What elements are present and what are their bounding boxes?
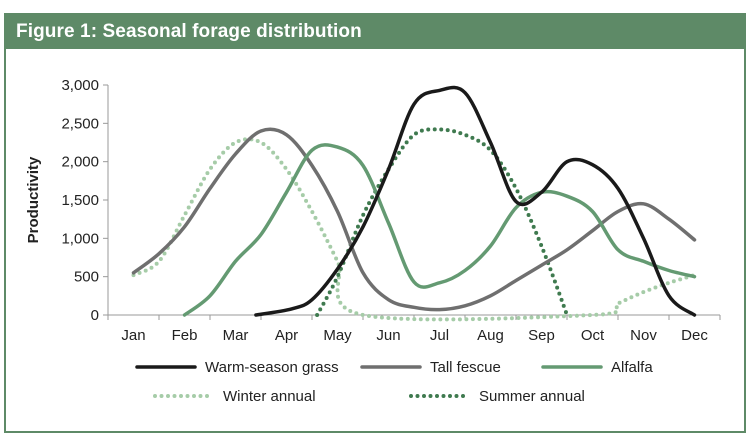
chart-axes: 0 500 1,000 1,500 2,000 2,500 3,000 Jan Feb Mar Ap… bbox=[25, 77, 721, 344]
legend-label-winter-annual: Winter annual bbox=[223, 388, 316, 405]
legend-label-alfalfa: Alfalfa bbox=[611, 359, 653, 376]
series-line-summer-annual bbox=[315, 127, 569, 317]
y-tick-label: 500 bbox=[74, 269, 99, 286]
x-tick-label: Jun bbox=[376, 327, 400, 344]
x-tick-label: Dec bbox=[681, 327, 708, 344]
chart-legend: Warm-season grass Tall fescue Alfalfa Winte… bbox=[135, 359, 653, 405]
figure-title-bar: Figure 1: Seasonal forage distribution bbox=[6, 15, 744, 49]
x-tick-label: Feb bbox=[172, 327, 198, 344]
legend-label-tall-fescue: Tall fescue bbox=[430, 359, 501, 376]
legend-label-warm-season-grass: Warm-season grass bbox=[205, 359, 339, 376]
x-tick-label: Aug bbox=[477, 327, 504, 344]
figure-title: Figure 1: Seasonal forage distribution bbox=[16, 21, 362, 42]
series-line-tall-fescue bbox=[131, 127, 697, 312]
y-tick-label: 2,500 bbox=[61, 115, 99, 132]
y-tick-label: 1,500 bbox=[61, 192, 99, 209]
y-tick-label: 1,000 bbox=[61, 230, 99, 247]
x-tick-label: Apr bbox=[275, 327, 298, 344]
chart-series-layer bbox=[131, 85, 697, 322]
y-tick-label: 3,000 bbox=[61, 77, 99, 94]
x-tick-label: Sep bbox=[528, 327, 555, 344]
x-tick-label: May bbox=[323, 327, 352, 344]
figure-frame: Figure 1: Seasonal forage distribution bbox=[4, 13, 746, 433]
series-line-warm-season-grass bbox=[254, 85, 697, 317]
x-tick-label: Jan bbox=[121, 327, 145, 344]
legend-label-summer-annual: Summer annual bbox=[479, 388, 585, 405]
y-tick-label: 2,000 bbox=[61, 154, 99, 171]
x-tick-label: Jul bbox=[430, 327, 449, 344]
line-chart: 0 500 1,000 1,500 2,000 2,500 3,000 Jan Feb Mar Ap… bbox=[25, 77, 721, 405]
x-tick-label: Mar bbox=[223, 327, 249, 344]
series-line-winter-annual bbox=[131, 137, 697, 322]
series-line-alfalfa bbox=[182, 143, 697, 317]
y-axis-title: Productivity bbox=[25, 156, 42, 243]
x-tick-label: Nov bbox=[630, 327, 657, 344]
y-tick-label: 0 bbox=[91, 307, 99, 324]
x-tick-label: Oct bbox=[581, 327, 605, 344]
